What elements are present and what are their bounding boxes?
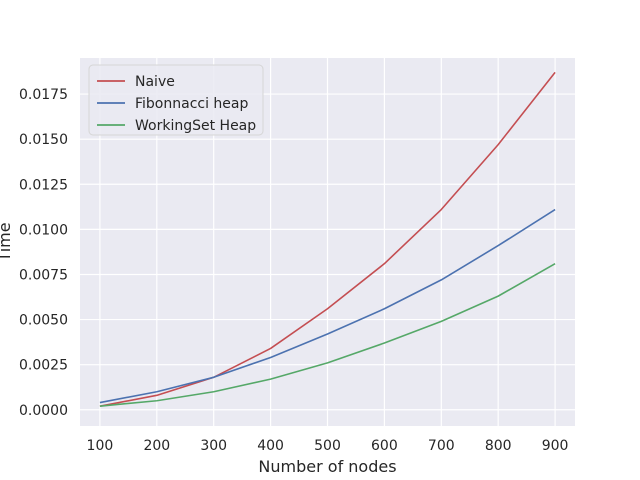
x-tick-label: 200 <box>143 438 170 454</box>
y-axis-label: Time <box>0 222 14 262</box>
x-tick-label: 400 <box>257 438 284 454</box>
tick-labels: 100 200 300 400 500 600 700 800 900 0.0000 0.0025 0… <box>19 87 568 454</box>
y-tick-label: 0.0050 <box>19 313 68 329</box>
x-tick-label: 700 <box>428 438 455 454</box>
x-tick-label: 500 <box>314 438 341 454</box>
x-axis-label: Number of nodes <box>258 457 396 476</box>
series-line-naive <box>99 71 556 407</box>
x-tick-label: 900 <box>542 438 569 454</box>
x-tick-label: 300 <box>200 438 227 454</box>
series-line-workingset-heap <box>99 262 556 407</box>
y-tick-label: 0.0025 <box>19 358 68 374</box>
y-tick-label: 0.0100 <box>19 222 68 238</box>
y-tick-label: 0.0175 <box>19 87 68 103</box>
y-tick-label: 0.0000 <box>19 403 68 419</box>
x-tick-label: 600 <box>371 438 398 454</box>
legend-label: Fibonnacci heap <box>135 96 249 112</box>
x-tick-label: 800 <box>485 438 512 454</box>
y-tick-label: 0.0075 <box>19 267 68 283</box>
legend: Naive Fibonnacci heap WorkingSet Heap <box>88 64 264 136</box>
y-tick-label: 0.0150 <box>19 132 68 148</box>
grid <box>80 58 575 426</box>
legend-label: Naive <box>135 74 175 90</box>
series-lines <box>99 71 556 407</box>
x-tick-label: 100 <box>87 438 114 454</box>
legend-label: WorkingSet Heap <box>135 118 256 134</box>
series-line-fibonnacci-heap <box>99 208 556 404</box>
legend-box <box>88 64 264 136</box>
y-tick-label: 0.0125 <box>19 177 68 193</box>
